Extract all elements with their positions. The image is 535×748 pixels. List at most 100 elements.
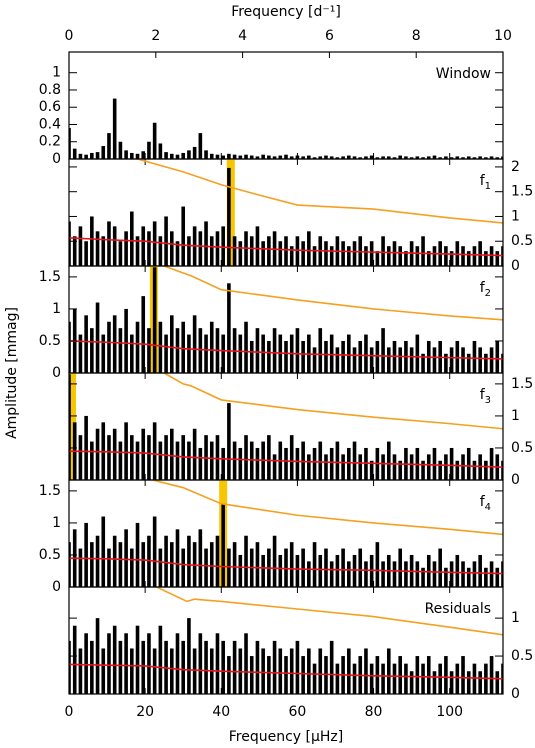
amplitude-bar [386,347,391,373]
amplitude-bar [124,633,128,694]
amplitude-bar [472,460,477,480]
amplitude-bar [101,146,106,159]
amplitude-bar [312,157,317,159]
amplitude-bar [112,535,117,587]
amplitude-bar [69,542,71,587]
amplitude-bar [284,447,288,480]
amplitude-bar [318,554,323,587]
amplitude-bar [426,656,431,694]
amplitude-bar [78,548,83,587]
amplitude-bar [489,656,494,694]
y-tick-label: 1 [511,208,520,224]
panel-label: Window [436,66,491,82]
amplitude-bar [421,353,425,373]
amplitude-bar [449,347,454,373]
amplitude-bar [489,347,494,373]
y-tick-label: 0 [511,686,520,702]
amplitude-bar [398,548,403,587]
amplitude-bar [347,648,351,694]
amplitude-bar [318,328,323,373]
amplitude-bar [72,236,77,266]
amplitude-bar [135,236,140,266]
amplitude-bar [295,447,300,480]
amplitude-bar [187,334,191,373]
amplitude-bar [398,656,403,694]
amplitude-bar [495,340,500,373]
amplitude-bar [438,663,442,694]
amplitude-bar [364,334,368,373]
amplitude-bar [278,241,283,266]
amplitude-bar [249,441,254,480]
amplitude-bar [95,231,100,266]
amplitude-bar [324,155,328,159]
amplitude-bar [69,221,71,266]
panel-label-subscript: 2 [485,288,491,299]
amplitude-bar [141,151,146,159]
amplitude-bar [78,648,83,694]
amplitude-bar [209,153,214,159]
amplitude-bar [164,435,168,480]
amplitude-bar [421,567,425,587]
amplitude-bar [444,353,448,373]
amplitude-bar [426,251,431,266]
amplitude-bar [352,663,357,694]
amplitude-bar [484,460,488,480]
amplitude-bar [204,640,208,694]
amplitude-bar [187,441,191,480]
amplitude-bar [432,447,437,480]
amplitude-bar [455,663,460,694]
amplitude-bar [69,321,71,373]
amplitude-bar [158,143,163,159]
x-tick-label: 80 [365,704,383,720]
amplitude-bar [284,154,288,159]
amplitude-bar [244,535,248,587]
amplitude-bar [295,554,300,587]
amplitude-bar [421,460,425,480]
amplitude-bar [301,548,305,587]
y-tick-label: 0.5 [511,440,533,456]
amplitude-bar [364,447,368,480]
amplitude-bar [198,133,203,159]
amplitude-bar [341,156,345,159]
amplitude-bar [232,640,237,694]
y-tick-label: 1 [511,408,520,424]
amplitude-bar [169,542,174,587]
amplitude-bar [289,648,294,694]
top-axis-title: Frequency [d⁻¹] [231,4,341,20]
amplitude-bar [335,441,340,480]
amplitude-bar [375,656,380,694]
amplitude-bar [295,236,300,266]
amplitude-bar [232,154,237,159]
panel-label: f2 [480,280,491,299]
noise-line [69,340,503,360]
panel-label-text: f [480,173,486,189]
amplitude-bar [358,548,363,587]
amplitude-bar [495,671,500,694]
amplitude-bar [249,340,254,373]
amplitude-bar [84,633,88,694]
amplitude-bar [192,648,197,694]
amplitude-bar [147,141,151,159]
amplitude-bar [381,156,385,159]
amplitude-bar [461,454,465,480]
amplitude-bar [175,241,180,266]
amplitude-bar [312,246,317,266]
amplitude-bar [232,542,237,587]
amplitude-bar [124,150,128,159]
amplitude-bar [421,236,425,266]
y-tick-label: 1 [52,515,61,531]
amplitude-bar [409,454,414,480]
amplitude-bar [324,454,328,480]
amplitude-bar [118,640,123,694]
amplitude-bar [329,246,334,266]
amplitude-bar [221,447,225,480]
y-tick-label: 0.5 [39,333,61,349]
amplitude-bar [289,156,294,159]
amplitude-bar [187,150,191,159]
amplitude-bar [175,633,180,694]
amplitude-bar [455,156,460,159]
amplitude-bar [112,98,117,159]
amplitude-bar [181,206,186,266]
amplitude-bar [432,347,437,373]
amplitude-bar [284,656,288,694]
